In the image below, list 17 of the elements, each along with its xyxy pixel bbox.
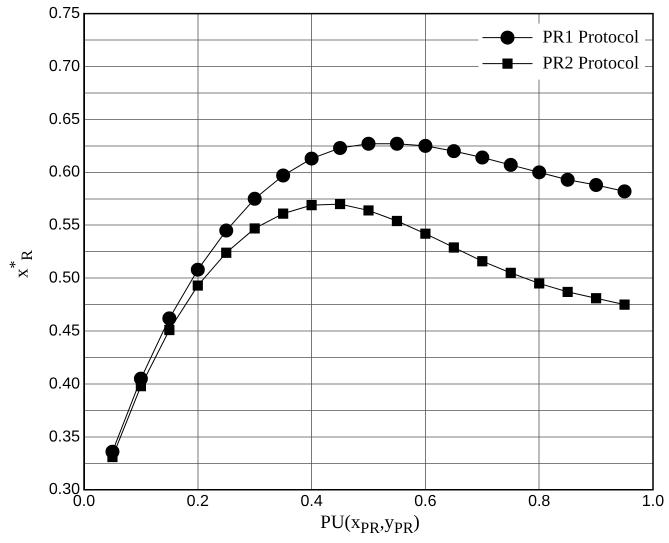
y-tick-label: 0.55 [48, 216, 80, 234]
y-tick-label: 0.65 [48, 110, 80, 128]
x-axis-title: PU(x$_{PR}$,y$_{PR}$) [320, 512, 420, 538]
y-tick-label: 0.50 [48, 270, 80, 287]
y-tick-label: 0.60 [48, 164, 80, 181]
legend-label: PR1 Protocol [542, 26, 640, 46]
legend-label: PR2 Protocol [542, 52, 640, 72]
x-tick-label: 1.0 [642, 492, 664, 510]
y-tick-label: 0.70 [48, 58, 80, 75]
y-tick-label: 0.45 [48, 322, 80, 340]
y-tick-label: 0.75 [48, 5, 80, 22]
x-tick-label: 0.4 [300, 492, 323, 510]
y-tick-label: 0.35 [48, 428, 80, 446]
x-tick-label: 0.2 [186, 492, 210, 510]
x-tick-label: 0.6 [414, 492, 437, 510]
y-tick-label: 0.40 [48, 375, 80, 392]
x-tick-label: 0.8 [528, 492, 550, 510]
